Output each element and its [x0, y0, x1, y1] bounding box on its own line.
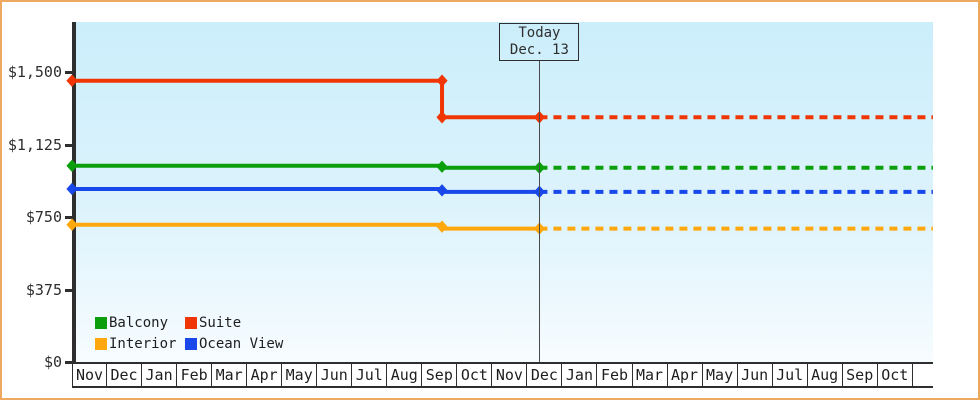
legend-label: Balcony [109, 315, 169, 331]
legend-item-interior: Interior [95, 334, 185, 354]
series-line-interior [72, 222, 540, 231]
y-tick-mark [65, 288, 73, 292]
legend-swatch-icon [95, 338, 107, 350]
y-tick-label: $0 [43, 353, 62, 371]
y-tick-label: $750 [25, 208, 62, 226]
series-marker-ocean-view [436, 184, 448, 197]
month-label: Sep [843, 364, 878, 386]
series-line-balcony [72, 163, 540, 170]
month-label: Aug [387, 364, 423, 386]
month-label: Apr [247, 364, 283, 386]
legend-swatch-icon [95, 317, 107, 329]
today-label: Today [518, 25, 561, 41]
today-marker-box: Today Dec. 13 [499, 23, 580, 61]
y-tick-mark [65, 143, 73, 147]
y-tick-mark [65, 71, 73, 74]
today-vertical-line [538, 60, 540, 362]
month-label: Feb [177, 364, 213, 386]
month-label: Nov [492, 364, 528, 386]
legend-item-balcony: Balcony [95, 313, 185, 333]
month-label: Jul [773, 364, 808, 386]
month-axis-stub [913, 364, 933, 386]
series-line-ocean-view [72, 186, 540, 194]
month-label: Jun [738, 364, 773, 386]
legend-item-ocean-view: Ocean View [185, 334, 283, 354]
series-marker-suite [66, 74, 78, 87]
month-label: Oct [878, 364, 913, 386]
series-marker-suite [436, 74, 448, 87]
month-label: Aug [808, 364, 843, 386]
y-tick-mark [65, 216, 73, 219]
series-marker-balcony [436, 160, 448, 173]
series-marker-balcony [66, 159, 78, 172]
legend-label: Ocean View [199, 336, 284, 352]
series-line-suite [72, 78, 540, 120]
y-tick-label: $375 [25, 280, 62, 299]
legend-label: Suite [199, 315, 242, 331]
month-label: Jan [562, 364, 598, 386]
today-date: Dec. 13 [509, 42, 569, 58]
month-label: Jan [142, 364, 178, 386]
month-label: Mar [212, 364, 248, 386]
chart-legend: Balcony Suite Interior Ocean View [95, 313, 283, 354]
month-label: May [703, 364, 738, 386]
series-marker-interior [66, 218, 78, 231]
month-label: Oct [457, 364, 493, 386]
month-axis: Nov Dec Jan Feb Mar Apr May Jun Jul Aug Sep Oct Nov D… [72, 362, 933, 388]
month-label: Nov [72, 364, 108, 386]
month-label: Feb [597, 364, 633, 386]
legend-swatch-icon [185, 317, 197, 329]
legend-label: Interior [109, 336, 177, 352]
month-label: Mar [633, 364, 668, 386]
y-tick-label: $1,125 [7, 135, 62, 154]
month-label: Apr [668, 364, 703, 386]
legend-swatch-icon [185, 338, 197, 350]
legend-item-suite: Suite [185, 313, 283, 333]
y-tick-mark [65, 361, 73, 364]
month-label: Jul [352, 364, 388, 386]
month-label: Jun [317, 364, 353, 386]
series-marker-suite [436, 111, 448, 124]
y-tick-label: $1,500 [7, 63, 62, 81]
series-marker-ocean-view [66, 182, 78, 196]
series-marker-interior [436, 220, 448, 233]
month-label: May [282, 364, 318, 386]
month-label: Sep [422, 364, 458, 386]
month-label: Dec [527, 364, 563, 386]
month-label: Dec [107, 364, 143, 386]
